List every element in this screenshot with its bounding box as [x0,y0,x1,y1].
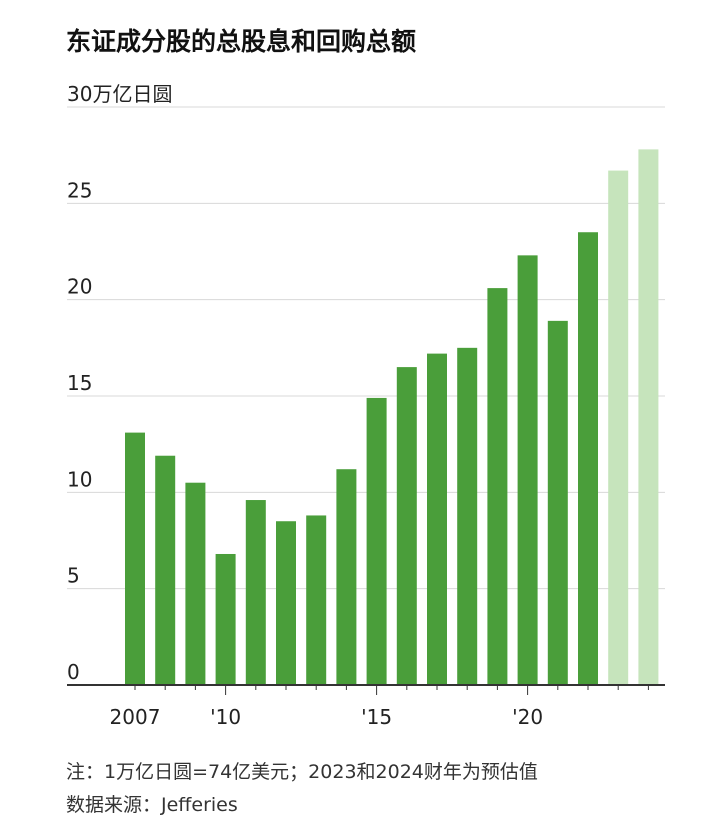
y-tick-label: 25 [67,178,92,202]
bar-2015 [366,397,387,685]
y-axis-label: 30万亿日圆 [67,82,172,106]
bar-2011 [245,500,266,685]
bar-2014 [336,469,357,685]
bar-2012 [276,521,296,685]
bar-chart: 30万亿日圆 0 5 10 15 20 25 2007 '10 '15 '20 [67,82,665,729]
chart-note: 注：1万亿日圆=74亿美元；2023和2024财年为预估值 [66,761,538,783]
y-tick-label: 5 [67,564,80,588]
bar-2019 [487,288,508,685]
x-tick-label: '20 [512,705,543,729]
bar-2009 [185,482,206,685]
bar-2007 [125,432,145,685]
bar-2024 [638,149,659,686]
x-tick-label: 2007 [110,705,161,729]
y-tick-label: 15 [67,371,92,395]
bar-2023 [608,170,629,685]
bar-2010 [215,553,236,685]
bar-2017 [427,353,447,685]
bar-2018 [457,347,478,685]
bar-2016 [396,367,417,685]
x-tick-label: '10 [210,705,241,729]
y-tick-label: 20 [67,275,92,299]
chart-title: 东证成分股的总股息和回购总额 [66,27,417,56]
bar-2022 [578,232,598,685]
y-tick-label: 10 [67,467,92,491]
y-tick-label: 0 [67,660,80,684]
bar-2008 [155,455,176,685]
bar-2020 [517,255,538,685]
bar-2021 [547,320,568,685]
chart-source: 数据来源：Jefferies [66,794,238,816]
bar-2013 [306,515,327,685]
x-tick-label: '15 [361,705,392,729]
